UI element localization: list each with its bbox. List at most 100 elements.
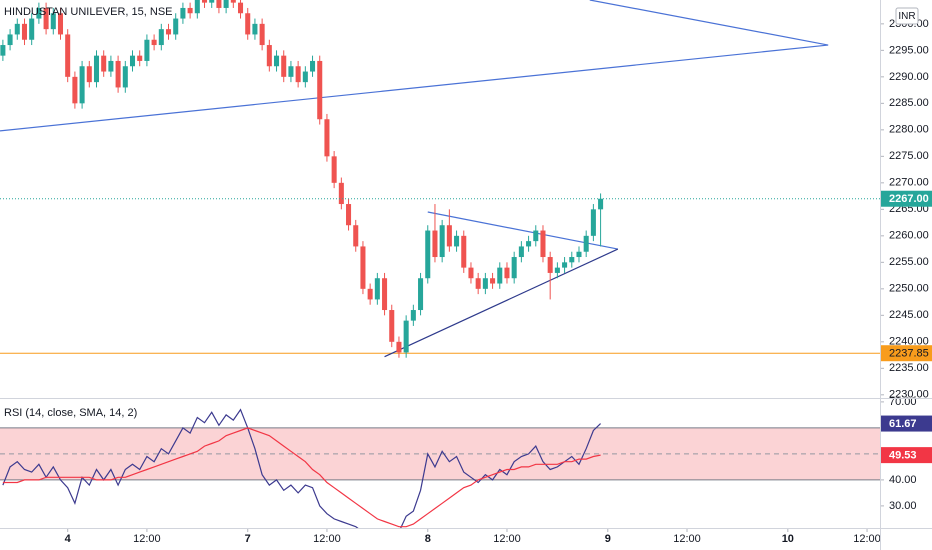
- last-value-box: [880, 447, 932, 464]
- y-tick-label: 2235.00: [889, 362, 929, 374]
- candle-body: [511, 257, 517, 279]
- candle-body: [137, 55, 143, 61]
- y-tick-label: 2285.00: [889, 97, 929, 109]
- candle-body: [115, 60, 121, 88]
- y-tick-label: 2250.00: [889, 283, 929, 295]
- candle-body: [562, 262, 568, 268]
- candle-body: [490, 278, 496, 284]
- candle-body: [7, 34, 13, 46]
- candle-body: [295, 66, 301, 83]
- y-tick-label: 2230.00: [889, 389, 929, 401]
- candle-body: [353, 225, 359, 247]
- candle-body: [367, 288, 373, 300]
- x-tick-label: 12:00: [853, 533, 881, 545]
- candle-body: [554, 267, 560, 273]
- candle-body: [194, 0, 200, 14]
- x-tick-label: 7: [245, 533, 251, 545]
- x-tick-label: 12:00: [313, 533, 341, 545]
- y-tick-label: 2260.00: [889, 230, 929, 242]
- last-value-label: 61.67: [889, 418, 917, 430]
- x-tick-label: 12:00: [673, 533, 701, 545]
- candle-body: [245, 13, 251, 35]
- y-tick-label: 70.00: [889, 396, 917, 408]
- candle-body: [518, 246, 524, 258]
- y-tick-label: 30.00: [889, 500, 917, 512]
- x-tick-label: 12:00: [133, 533, 161, 545]
- y-tick-label: 2275.00: [889, 150, 929, 162]
- y-tick-label: 2245.00: [889, 309, 929, 321]
- candle-body: [65, 34, 71, 77]
- rsi-title: RSI (14, close, SMA, 14, 2): [4, 407, 137, 419]
- candle-body: [187, 7, 193, 14]
- last-value-box: [880, 415, 932, 432]
- candle-body: [432, 230, 438, 258]
- x-tick-label: 10: [782, 533, 794, 545]
- y-tick-label: 2240.00: [889, 336, 929, 348]
- candle-body: [129, 55, 136, 67]
- candle-body: [21, 23, 28, 40]
- candle-body: [389, 310, 395, 342]
- candle-body: [418, 278, 424, 311]
- candle-body: [338, 182, 344, 205]
- candle-body: [569, 257, 575, 263]
- candle-body: [101, 55, 107, 72]
- currency: INR: [898, 11, 915, 22]
- candle-body: [403, 320, 409, 353]
- candle-body: [526, 241, 532, 247]
- candle-body: [317, 60, 323, 120]
- candle-body: [0, 45, 6, 56]
- candle-body: [288, 66, 294, 77]
- candle-body: [266, 45, 272, 67]
- symbol-title: HINDUSTAN UNILEVER, 15, NSE: [4, 6, 173, 18]
- last-value-label: 49.53: [889, 450, 917, 462]
- candle-body: [475, 278, 481, 289]
- candle-body: [57, 13, 64, 35]
- rsi-pane: [0, 408, 880, 528]
- candle-body: [93, 55, 100, 83]
- candle-body: [461, 235, 467, 268]
- candle-body: [540, 230, 546, 258]
- y-tick-label: 2255.00: [889, 256, 929, 268]
- candle-body: [504, 267, 510, 279]
- x-tick-label: 4: [65, 533, 72, 545]
- candle-body: [201, 0, 208, 3]
- y-tick-label: 2270.00: [889, 177, 929, 189]
- candle-body: [482, 278, 488, 289]
- candle-body: [50, 13, 56, 30]
- candle-body: [14, 23, 20, 35]
- candle-body: [533, 230, 539, 242]
- candle-body: [497, 267, 503, 284]
- candle-body: [216, 0, 222, 8]
- candle-body: [79, 66, 85, 104]
- candle-body: [454, 235, 460, 247]
- candle-body: [324, 119, 330, 157]
- candle-body: [36, 7, 42, 19]
- horizontal-line-label: 2237.85: [889, 348, 929, 360]
- y-tick-label: 40.00: [889, 474, 917, 486]
- candle-body: [425, 230, 431, 279]
- x-tick-label: 8: [425, 533, 431, 545]
- candle-body: [274, 55, 280, 67]
- y-tick-label: 2290.00: [889, 71, 929, 83]
- candle-body: [43, 7, 49, 30]
- candle-body: [252, 23, 258, 35]
- candle-body: [173, 18, 179, 35]
- candle-body: [259, 23, 265, 46]
- x-tick-label: 12:00: [493, 533, 521, 545]
- candle-body: [29, 18, 35, 40]
- candle-body: [576, 251, 582, 258]
- candle-body: [72, 76, 78, 104]
- candle-body: [151, 39, 157, 46]
- candle-body: [346, 204, 352, 226]
- last-price-box: [880, 190, 932, 207]
- candle-body: [382, 278, 388, 311]
- candle-body: [446, 225, 452, 247]
- candle-body: [598, 198, 604, 210]
- candle-body: [281, 55, 287, 77]
- candle-body: [396, 341, 402, 353]
- candle-body: [439, 225, 445, 258]
- candle-body: [468, 267, 474, 279]
- horizontal-line-label-box: [880, 345, 932, 362]
- candle-body: [410, 310, 416, 321]
